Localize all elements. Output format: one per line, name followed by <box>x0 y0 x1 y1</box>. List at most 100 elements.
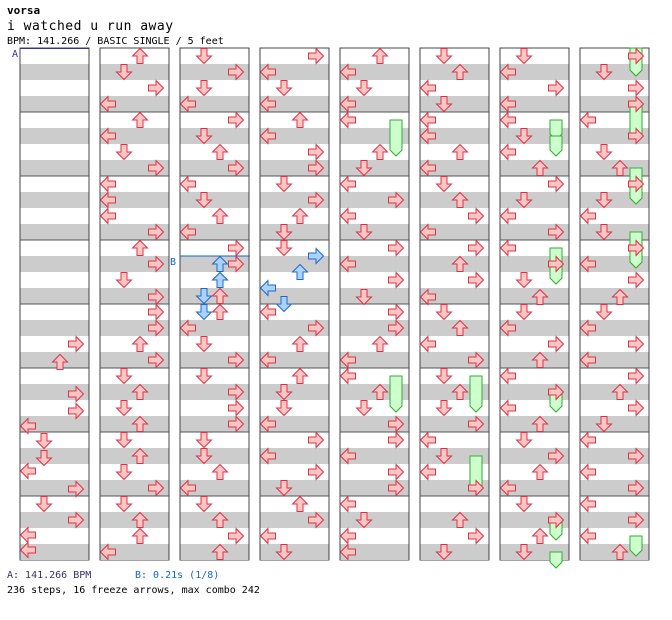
down-arrow-icon <box>195 368 213 385</box>
up-arrow-icon <box>291 335 309 352</box>
left-arrow-icon <box>579 527 596 545</box>
left-arrow-icon <box>579 255 596 273</box>
down-arrow-icon <box>275 480 293 497</box>
right-arrow-icon <box>308 319 325 337</box>
up-arrow-icon <box>211 143 229 160</box>
down-arrow-icon <box>195 80 213 97</box>
right-arrow-icon <box>388 319 405 337</box>
down-arrow-icon <box>435 176 453 193</box>
freeze-arrow <box>549 135 563 157</box>
up-arrow-icon <box>131 47 149 64</box>
down-arrow-icon <box>195 448 213 465</box>
left-arrow-icon <box>339 527 356 545</box>
up-arrow-icon <box>451 191 469 208</box>
left-arrow-icon <box>339 255 356 273</box>
right-arrow-icon <box>148 288 165 306</box>
up-arrow-icon <box>291 367 309 384</box>
up-arrow-icon <box>451 383 469 400</box>
down-arrow-icon <box>115 464 133 481</box>
left-arrow-icon <box>499 111 516 129</box>
left-arrow-icon <box>259 447 276 465</box>
down-arrow-icon <box>115 432 133 449</box>
down-arrow-icon <box>435 544 453 561</box>
up-arrow-icon <box>291 207 309 224</box>
right-arrow-icon <box>468 351 485 369</box>
up-arrow-icon <box>211 303 229 320</box>
stop-down-arrow-icon <box>195 304 213 321</box>
right-arrow-icon <box>388 271 405 289</box>
left-arrow-icon <box>259 95 276 113</box>
down-arrow-icon <box>435 96 453 113</box>
right-arrow-icon <box>148 223 165 241</box>
left-arrow-icon <box>499 399 516 417</box>
left-arrow-icon <box>339 63 356 81</box>
right-arrow-icon <box>308 511 325 529</box>
measure-column <box>179 47 250 561</box>
left-arrow-icon <box>259 351 276 369</box>
up-arrow-icon <box>131 335 149 352</box>
up-arrow-icon <box>531 288 549 305</box>
left-arrow-icon <box>419 463 436 481</box>
down-arrow-icon <box>275 240 293 257</box>
right-arrow-icon <box>628 47 645 65</box>
down-arrow-icon <box>595 192 613 209</box>
down-arrow-icon <box>195 336 213 353</box>
down-arrow-icon <box>355 289 373 306</box>
left-arrow-icon <box>339 175 356 193</box>
right-arrow-icon <box>68 335 85 353</box>
right-arrow-icon <box>628 175 645 193</box>
freeze-arrow <box>549 551 563 569</box>
right-arrow-icon <box>468 271 485 289</box>
down-arrow-icon <box>195 128 213 145</box>
down-arrow-icon <box>435 48 453 65</box>
right-arrow-icon <box>628 399 645 417</box>
down-arrow-icon <box>355 160 373 177</box>
left-arrow-icon <box>259 527 276 545</box>
right-arrow-icon <box>628 511 645 529</box>
right-arrow-icon <box>388 431 405 449</box>
left-arrow-icon <box>99 95 116 113</box>
left-arrow-icon <box>339 207 356 225</box>
left-arrow-icon <box>19 526 36 544</box>
stop-right-arrow-icon <box>308 247 325 265</box>
down-arrow-icon <box>275 400 293 417</box>
right-arrow-icon <box>548 335 565 353</box>
up-arrow-icon <box>611 543 629 560</box>
up-arrow-icon <box>371 383 389 400</box>
left-arrow-icon <box>419 127 436 145</box>
up-arrow-icon <box>371 143 389 160</box>
right-arrow-icon <box>228 111 245 129</box>
bpm-marker-label: A <box>12 49 18 60</box>
right-arrow-icon <box>148 79 165 97</box>
up-arrow-icon <box>451 511 469 528</box>
right-arrow-icon <box>228 159 245 177</box>
left-arrow-icon <box>179 175 196 193</box>
down-arrow-icon <box>435 448 453 465</box>
left-arrow-icon <box>339 367 356 385</box>
up-arrow-icon <box>531 415 549 432</box>
left-arrow-icon <box>579 431 596 449</box>
left-arrow-icon <box>499 207 516 225</box>
left-arrow-icon <box>419 159 436 177</box>
right-arrow-icon <box>628 239 645 257</box>
down-arrow-icon <box>275 224 293 241</box>
down-arrow-icon <box>115 64 133 81</box>
right-arrow-icon <box>548 511 565 529</box>
left-arrow-icon <box>179 223 196 241</box>
left-arrow-icon <box>259 303 276 321</box>
left-arrow-icon <box>419 288 436 306</box>
right-arrow-icon <box>228 399 245 417</box>
right-arrow-icon <box>628 447 645 465</box>
up-arrow-icon <box>131 383 149 400</box>
down-arrow-icon <box>355 224 373 241</box>
right-arrow-icon <box>548 255 565 273</box>
stop-down-arrow-icon <box>195 288 213 305</box>
left-arrow-icon <box>99 543 116 561</box>
stop-up-arrow-icon <box>211 255 229 272</box>
down-arrow-icon <box>515 48 533 65</box>
right-arrow-icon <box>548 223 565 241</box>
right-arrow-icon <box>468 239 485 257</box>
down-arrow-icon <box>595 64 613 81</box>
right-arrow-icon <box>548 383 565 401</box>
down-arrow-icon <box>35 496 53 513</box>
